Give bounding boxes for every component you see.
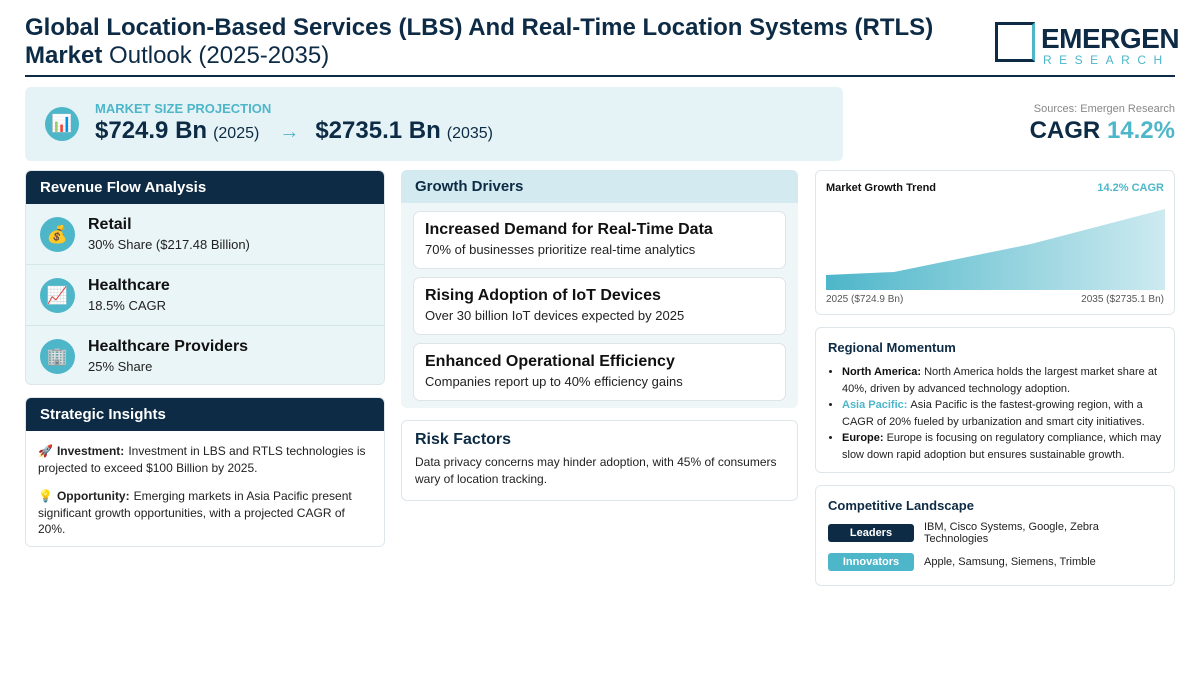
trend-panel: Market Growth Trend 14.2% CAGR 2025 ($72…: [815, 170, 1175, 315]
regional-panel: Regional Momentum North America:North Am…: [815, 327, 1175, 473]
group-label: Innovators: [828, 553, 914, 571]
group-companies: IBM, Cisco Systems, Google, Zebra Techno…: [924, 521, 1099, 545]
revenue-panel: Revenue Flow Analysis 💰 Retail 30% Share (…: [25, 170, 385, 385]
drivers-panel: Growth Drivers Increased Demand for Real…: [401, 170, 798, 408]
segment-row: 📈 Healthcare 18.5% CAGR: [26, 265, 384, 326]
region-text: Europe is focusing on regulatory complia…: [842, 432, 1162, 461]
region-item: North America:North America holds the la…: [842, 364, 1162, 397]
trend-end: 2035 ($2735.1 Bn): [1081, 294, 1164, 305]
cagr-value: 14.2%: [1106, 117, 1175, 144]
panel-title: Regional Momentum: [828, 340, 956, 355]
trend-area: [826, 209, 1165, 290]
projection-icon: 📊: [45, 107, 79, 141]
insight: 🚀 Investment: Investment in LBS and RTLS t…: [26, 443, 384, 476]
insights-panel: Strategic Insights 🚀 Investment: Investmen…: [25, 397, 385, 547]
trend-graphic: [826, 209, 1165, 290]
insight: 💡 Opportunity: Emerging markets in Asia Pa…: [26, 488, 384, 538]
logo-name: EMERGEN: [1041, 23, 1180, 54]
segment-name: Retail: [88, 216, 132, 233]
regional-list: North America:North America holds the la…: [828, 364, 1162, 463]
drivers-list: Increased Demand for Real-Time Data 70% o…: [401, 211, 798, 401]
panel-header: Growth Drivers: [401, 170, 798, 203]
panel-header: Strategic Insights: [26, 398, 384, 431]
competitive-panel: Competitive Landscape Leaders IBM, Cisco …: [815, 485, 1175, 586]
segment-row: 💰 Retail 30% Share ($217.48 Billion): [26, 204, 384, 265]
revenue-list: 💰 Retail 30% Share ($217.48 Billion) 📈 Healt…: [26, 204, 384, 384]
cagr-label: CAGR: [1029, 117, 1101, 144]
source: Sources: Emergen Research: [1033, 103, 1175, 115]
segment-detail: 18.5% CAGR: [88, 298, 167, 313]
driver-text: Companies report up to 40% efficiency ga…: [425, 374, 683, 389]
header-rule: [25, 75, 1175, 77]
region-text: Asia Pacific is the fastest-growing regi…: [842, 399, 1145, 428]
trend-title: Market Growth Trend: [826, 182, 937, 194]
logo-mark: [995, 22, 1035, 62]
insight-icon: 💡: [38, 489, 53, 503]
segment-icon: 🏢: [40, 339, 75, 374]
logo: EMERGEN RESEARCH: [995, 22, 1180, 67]
driver-text: Over 30 billion IoT devices expected by …: [425, 308, 685, 323]
insight-icon: 🚀: [38, 444, 53, 458]
company-group: Innovators Apple, Samsung, Siemens, Trimb…: [828, 553, 1162, 571]
segment-detail: 25% Share: [88, 359, 153, 374]
projection-label: MARKET SIZE PROJECTION: [95, 101, 272, 116]
title: Global Location-Based Services (LBS) And…: [25, 14, 965, 70]
insight-label: Opportunity:: [56, 489, 130, 503]
region-item: Europe:Europe is focusing on regulatory …: [842, 430, 1162, 463]
insight-text: Investment in LBS and RTLS technologies …: [38, 444, 366, 475]
competitive-list: Leaders IBM, Cisco Systems, Google, Zebra…: [828, 521, 1162, 571]
insights-list: 🚀 Investment: Investment in LBS and RTLS t…: [26, 443, 384, 538]
segment-row: 🏢 Healthcare Providers 25% Share: [26, 326, 384, 384]
driver-title: Rising Adoption of IoT Devices: [425, 287, 661, 304]
region-name: North America:: [842, 366, 922, 378]
driver-text: 70% of businesses prioritize real-time a…: [425, 242, 696, 257]
driver-title: Increased Demand for Real-Time Data: [425, 221, 713, 238]
panel-header: Revenue Flow Analysis: [26, 171, 384, 204]
title-bold: Global Location-Based Services (LBS) And…: [25, 14, 934, 69]
driver-card: Rising Adoption of IoT Devices Over 30 bi…: [413, 277, 786, 335]
start-value: $724.9 Bn: [95, 117, 208, 144]
risk-title: Risk Factors: [415, 431, 512, 448]
risk-panel: Risk Factors Data privacy concerns may h…: [401, 420, 798, 501]
arrow: →: [279, 121, 300, 143]
projection-values: $724.9 Bn (2025) → $2735.1 Bn (2035): [95, 117, 493, 145]
company-group: Leaders IBM, Cisco Systems, Google, Zebra…: [828, 521, 1162, 545]
logo-sub: RESEARCH: [1043, 53, 1170, 67]
risk-text: Data privacy concerns may hinder adoptio…: [415, 455, 777, 486]
driver-title: Enhanced Operational Efficiency: [425, 353, 675, 370]
trend-start: 2025 ($724.9 Bn): [826, 294, 904, 305]
insight-label: Investment:: [56, 444, 125, 458]
group-label: Leaders: [828, 524, 914, 542]
segment-name: Healthcare Providers: [88, 338, 249, 355]
start-year: (2025): [213, 125, 260, 142]
end-year: (2035): [446, 125, 493, 142]
panel-title: Competitive Landscape: [828, 498, 974, 513]
insight-text: Emerging markets in Asia Pacific present…: [38, 489, 352, 536]
region-name: Europe:: [842, 432, 884, 444]
projection-box: 📊 MARKET SIZE PROJECTION $724.9 Bn (2025)…: [25, 87, 843, 161]
segment-icon: 📈: [40, 278, 75, 313]
segment-name: Healthcare: [88, 277, 170, 294]
segment-detail: 30% Share ($217.48 Billion): [88, 237, 250, 252]
end-value: $2735.1 Bn: [315, 117, 441, 144]
region-text: North America holds the largest market s…: [842, 366, 1158, 395]
cagr: CAGR 14.2%: [1030, 117, 1175, 145]
region-name: Asia Pacific:: [842, 399, 908, 411]
title-rest: Outlook (2025-2035): [109, 42, 330, 69]
group-companies: Apple, Samsung, Siemens, Trimble: [924, 556, 1096, 568]
region-item: Asia Pacific:Asia Pacific is the fastest…: [842, 397, 1162, 430]
summary: Sources: Emergen Research CAGR 14.2%: [1030, 103, 1175, 145]
driver-card: Increased Demand for Real-Time Data 70% o…: [413, 211, 786, 269]
segment-icon: 💰: [40, 217, 75, 252]
driver-card: Enhanced Operational Efficiency Companies…: [413, 343, 786, 401]
trend-badge: 14.2% CAGR: [1097, 182, 1164, 194]
